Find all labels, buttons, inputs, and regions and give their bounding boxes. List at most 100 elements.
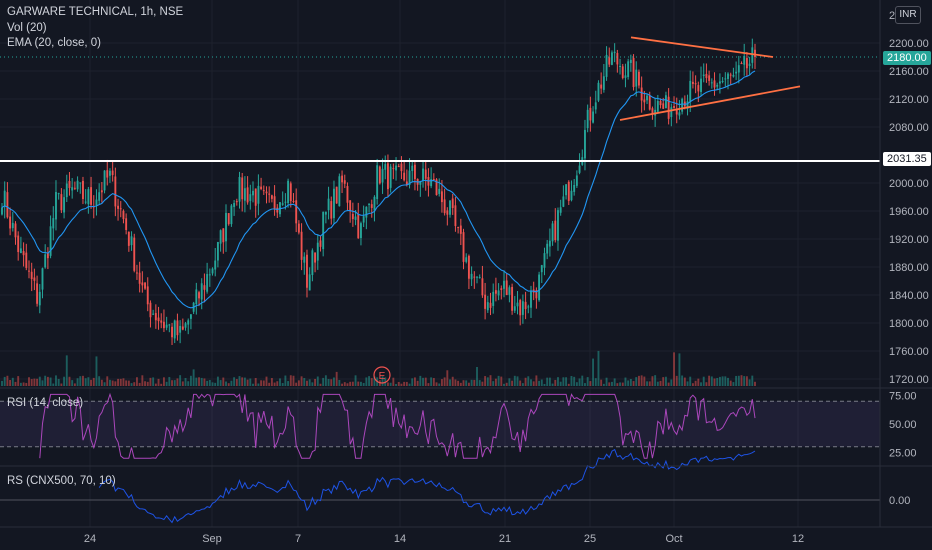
volume-bar [691,383,694,386]
volume-bar [60,383,63,386]
volume-bar [640,375,643,386]
volume-bar [594,378,597,386]
candle-body [195,289,198,305]
volume-bar [443,377,446,386]
volume-bar [643,376,646,386]
candle-body [557,210,559,241]
time-tick-label: 7 [295,533,301,545]
volume-bar [627,380,630,386]
volume-bar [616,383,619,386]
candle-body [49,226,52,256]
currency-button[interactable]: INR [895,6,921,24]
volume-bar [600,379,603,386]
volume-bar [721,376,724,386]
candle-body [46,252,49,259]
volume-bar [476,366,478,386]
price-tick-label: 2200.00 [889,38,929,50]
volume-bar [543,383,546,386]
candle-body [160,320,163,323]
rs-legend[interactable]: RS (CNX500, 70, 10) [7,475,116,487]
candle-body [395,165,397,171]
candle-body [716,84,719,87]
trendline-lower [619,85,801,121]
candle-body [127,231,130,246]
rs-tick-label: 0.00 [889,495,910,507]
volume-bar [230,380,233,386]
candle-body [565,184,568,196]
volume-legend[interactable]: Vol (20) [7,22,47,34]
symbol-legend[interactable]: GARWARE TECHNICAL, 1h, NSE [7,6,184,18]
volume-bar [65,355,68,386]
candle-body [90,187,93,205]
candle-body [308,274,311,291]
volume-bar [718,376,721,386]
volume-bar [287,381,290,386]
volume-bar [238,376,241,386]
candle-body [114,176,117,207]
candle-body [592,111,595,123]
candle-body [643,99,646,103]
candle-body [6,192,9,218]
candle-body [508,287,511,295]
volume-bar [389,382,392,386]
volume-bar [500,376,503,386]
candle-body [408,170,411,186]
candle-body [689,80,692,102]
candle-body [268,193,271,195]
volume-bar [619,382,621,386]
volume-bar [664,376,667,386]
volume-bar [457,380,460,386]
volume-bar [546,377,549,386]
trendline-upper [630,36,774,58]
candle-body [702,74,705,77]
candle-body [152,313,155,315]
candle-body [635,69,638,87]
volume-bar [705,382,708,386]
candle-body [600,84,603,89]
level-badge: 2031.35 [883,152,931,166]
volume-bar [419,375,422,386]
volume-bar [200,377,203,386]
volume-bar [36,378,39,386]
volume-bar [262,380,265,386]
candle-body [68,180,71,189]
volume-bar [181,381,184,386]
candle-body [435,179,438,196]
volume-bar [276,381,279,386]
candle-body [397,166,400,168]
volume-bar [489,375,492,386]
price-tick-label: 1760.00 [889,346,929,358]
volume-bar [311,382,314,386]
candle-body [573,184,576,192]
candle-body [276,207,279,213]
volume-bar [351,381,354,386]
volume-bar [341,383,344,386]
volume-bar [357,381,360,386]
volume-bar [683,377,686,386]
candle-body [497,290,500,296]
candle-body [727,73,729,79]
volume-bar [154,383,157,386]
candle-body [109,170,111,176]
volume-bar [513,375,516,386]
volume-bar [735,375,738,386]
rsi-legend[interactable]: RSI (14, close) [7,397,84,409]
volume-bar [675,375,678,386]
candle-body [632,57,635,88]
ema-legend[interactable]: EMA (20, close, 0) [7,37,101,49]
candle-body [243,188,246,201]
volume-bar [505,382,508,386]
volume-bar [103,382,106,386]
volume-bar [473,379,476,386]
rsi-line [39,392,756,459]
candle-body [292,200,295,202]
candle-body [189,314,192,319]
volume-bar [597,350,600,386]
candle-body [521,301,524,315]
candle-body [651,108,654,114]
candle-body [697,85,700,92]
volume-bar [570,376,573,386]
candle-body [111,170,114,176]
candle-body [503,280,505,289]
